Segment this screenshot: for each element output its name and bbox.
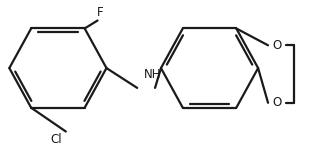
Text: F: F <box>97 6 104 19</box>
Text: O: O <box>272 96 281 109</box>
Text: O: O <box>272 39 281 52</box>
Text: NH: NH <box>144 68 162 80</box>
Text: Cl: Cl <box>50 133 62 146</box>
